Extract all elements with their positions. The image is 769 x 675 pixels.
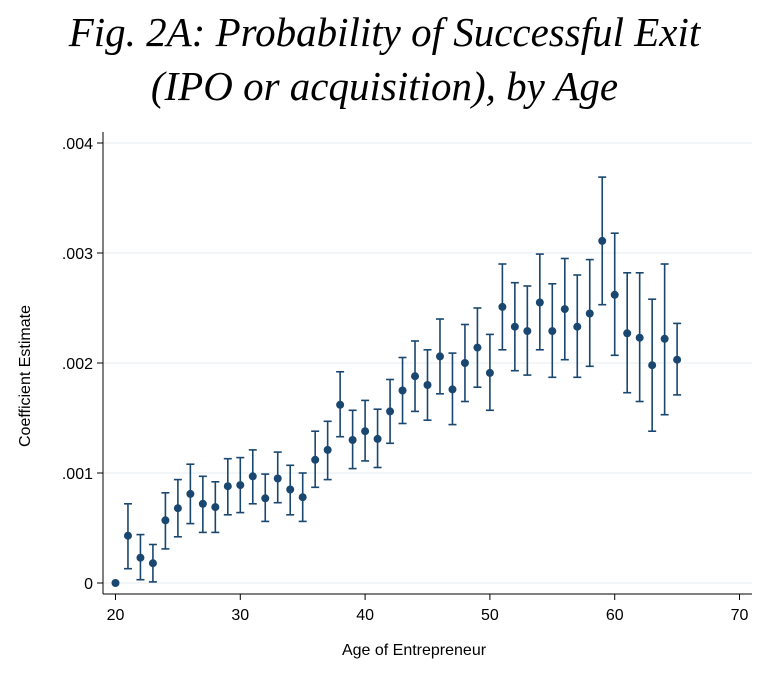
data-point <box>161 516 170 525</box>
axes: 0 .001 .002 .003 .004 20 30 40 50 60 70 <box>62 132 752 624</box>
data-point <box>423 381 432 389</box>
data-point <box>573 322 582 331</box>
data-point <box>211 503 220 512</box>
x-tick-label: 30 <box>231 607 249 624</box>
data-point <box>148 559 157 568</box>
data-point <box>111 579 120 587</box>
y-tick-label: .002 <box>62 356 93 373</box>
data-point <box>223 482 232 491</box>
chart-title-line-1: Fig. 2A: Probability of Successful Exit <box>68 9 701 55</box>
y-axis-title: Coefficient Estimate <box>17 305 34 447</box>
data-point <box>236 481 245 490</box>
data-point <box>673 355 682 364</box>
data-point <box>136 553 145 562</box>
data-point <box>473 343 482 352</box>
data-point <box>248 472 257 481</box>
data-point <box>498 302 507 311</box>
data-point <box>348 436 357 444</box>
data-point <box>585 309 594 318</box>
data-point <box>386 407 395 416</box>
data-point <box>261 494 270 503</box>
data-point <box>535 298 544 307</box>
y-tick-label: 0 <box>84 576 93 593</box>
data-point <box>598 236 607 245</box>
data-point <box>298 493 307 502</box>
data-point <box>173 504 182 513</box>
chart-title-line-2: (IPO or acquisition), by Age <box>150 63 619 109</box>
data-point <box>448 385 457 394</box>
x-axis-title: Age of Entrepreneur <box>342 642 487 659</box>
data-point <box>186 489 195 498</box>
data-point <box>435 352 444 361</box>
y-tick-label: .001 <box>62 466 93 483</box>
data-point <box>286 485 295 494</box>
x-tick-label: 70 <box>731 607 749 624</box>
x-tick-label: 50 <box>481 607 499 624</box>
x-tick-label: 60 <box>606 607 624 624</box>
data-point <box>398 386 407 395</box>
data-point <box>485 368 494 377</box>
data-point <box>460 359 469 367</box>
data-point <box>123 531 132 540</box>
data-point <box>635 333 644 342</box>
x-tick-label: 20 <box>107 607 125 624</box>
data-point <box>373 434 382 443</box>
data-point <box>510 322 519 331</box>
data-point <box>523 327 532 336</box>
data-point <box>336 400 345 409</box>
data-point <box>323 445 332 454</box>
data-point <box>560 305 569 314</box>
data-point <box>273 474 282 483</box>
y-tick-label: .004 <box>62 136 93 153</box>
data-point <box>361 427 370 436</box>
data-point <box>610 290 619 299</box>
data-points <box>111 176 682 587</box>
data-point <box>311 455 320 464</box>
y-tick-label: .003 <box>62 246 93 263</box>
data-point <box>411 372 420 381</box>
data-point <box>623 329 632 338</box>
x-tick-label: 40 <box>356 607 374 624</box>
data-point <box>548 327 557 336</box>
data-point <box>648 361 657 370</box>
data-point <box>198 499 207 508</box>
data-point <box>660 334 669 343</box>
